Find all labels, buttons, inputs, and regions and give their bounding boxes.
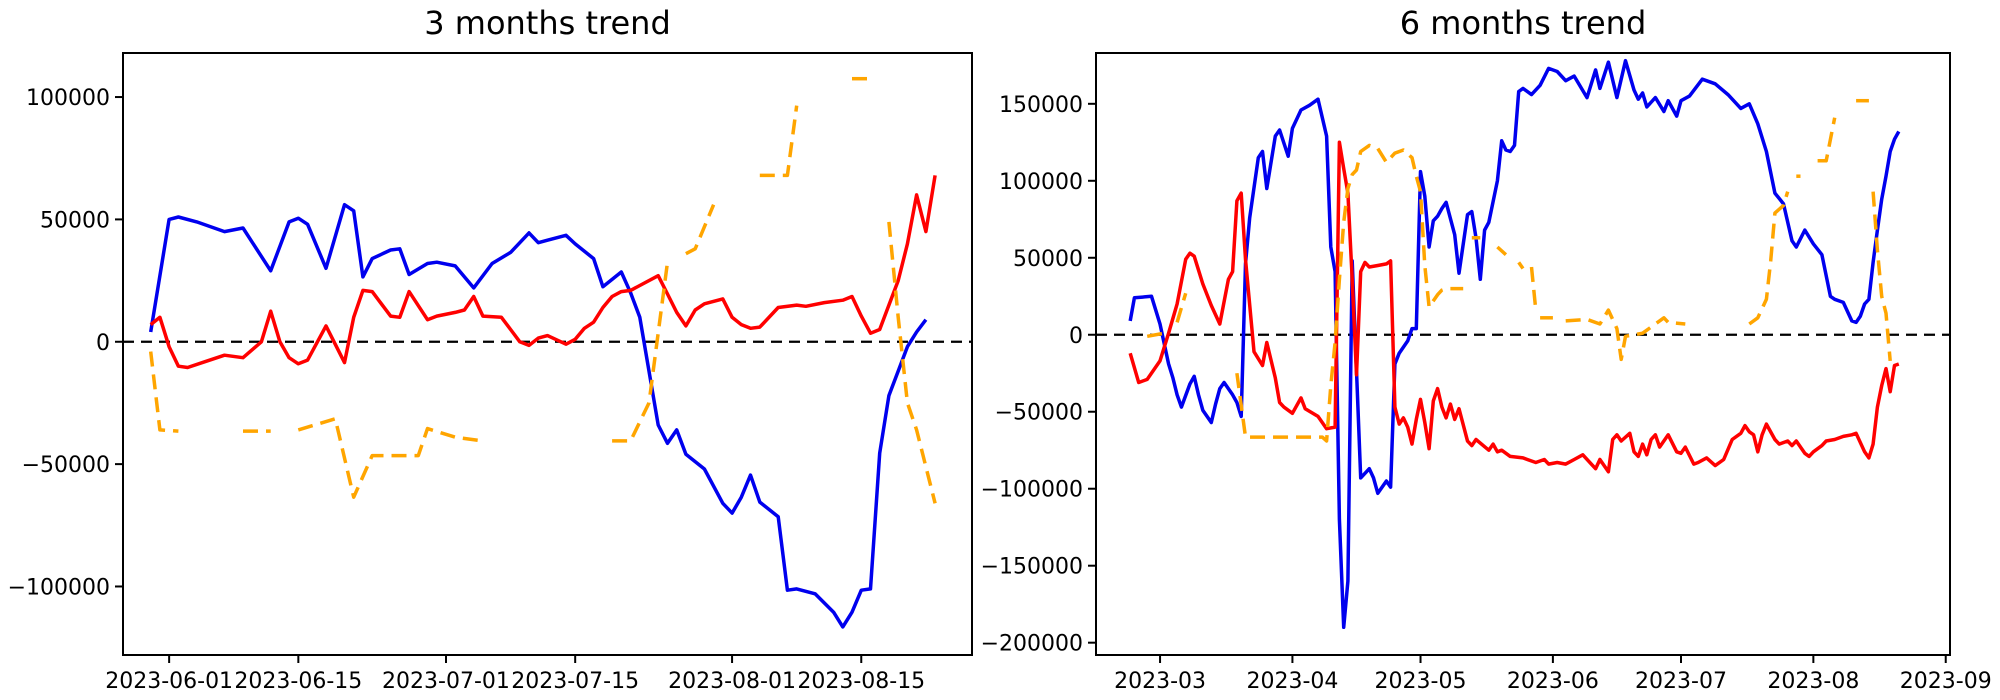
x-tick-label: 2023-04	[1246, 669, 1338, 694]
y-tick-label: −50000	[22, 453, 110, 478]
x-tick-label: 2023-07-15	[511, 669, 639, 694]
x-tick-label: 2023-07	[1635, 669, 1727, 694]
y-tick-label: −100000	[8, 575, 110, 600]
x-tick-label: 2023-05	[1375, 669, 1467, 694]
axes-frame	[122, 52, 973, 656]
series-line-orange	[297, 417, 484, 499]
x-tick-label: 2023-06-01	[105, 669, 233, 694]
series-line-orange	[1748, 191, 1790, 326]
series-line-orange	[887, 221, 937, 504]
series-line-red	[149, 175, 937, 370]
y-tick-label: 100000	[26, 86, 110, 111]
chart-title-3-months: 3 months trend	[424, 4, 671, 42]
y-tick-label: 0	[96, 331, 110, 356]
series-line-orange	[1529, 266, 1538, 311]
series-line-orange	[612, 261, 670, 443]
series-line-blue	[1128, 58, 1901, 630]
series-line-orange	[685, 204, 716, 256]
x-tick-label: 2023-06-15	[234, 669, 362, 694]
chart-title-6-months: 6 months trend	[1399, 4, 1647, 42]
x-tick-label: 2023-08	[1767, 669, 1859, 694]
series-line-orange	[1517, 261, 1525, 270]
x-tick-label: 2023-08-15	[797, 669, 925, 694]
x-tick-label: 2023-09	[1900, 669, 1992, 694]
series-line-orange	[1565, 308, 1686, 362]
axes-frame	[1095, 52, 1951, 656]
x-tick-label: 2023-08-01	[668, 669, 796, 694]
y-tick-label: −50000	[995, 401, 1083, 426]
series-line-orange	[1871, 191, 1892, 362]
series-line-orange	[1235, 143, 1464, 443]
x-tick-label: 2023-06	[1507, 669, 1599, 694]
series-line-orange	[1175, 292, 1188, 323]
y-tick-label: 50000	[1013, 247, 1083, 272]
y-tick-label: 50000	[40, 208, 110, 233]
series-line-orange	[759, 105, 799, 178]
y-tick-label: −100000	[981, 478, 1083, 503]
y-tick-label: 100000	[999, 170, 1083, 195]
series-line-orange	[1146, 331, 1165, 339]
series-line-orange	[1496, 245, 1508, 256]
y-tick-label: −150000	[981, 555, 1083, 580]
series-line-orange	[148, 351, 179, 433]
x-tick-label: 2023-07-01	[382, 669, 510, 694]
y-tick-label: 0	[1069, 324, 1083, 349]
y-tick-label: −200000	[981, 632, 1083, 657]
y-tick-label: 150000	[999, 93, 1083, 118]
series-line-orange	[1817, 117, 1837, 163]
x-tick-label: 2023-03	[1114, 669, 1206, 694]
series-line-blue	[148, 202, 928, 629]
series-line-red	[1128, 140, 1900, 474]
